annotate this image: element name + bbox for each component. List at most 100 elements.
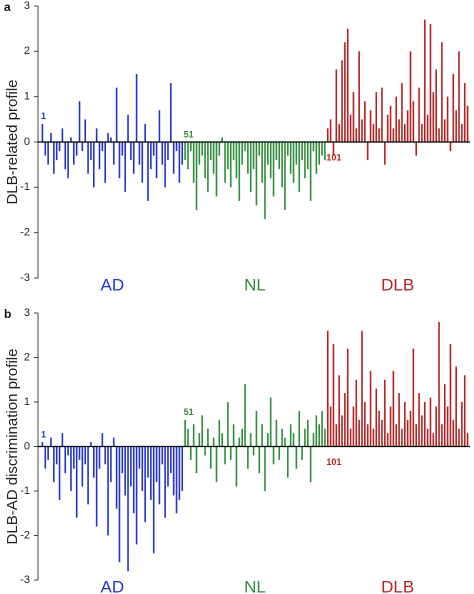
bar xyxy=(463,375,466,447)
bar xyxy=(155,142,158,179)
bar xyxy=(289,424,292,447)
bar xyxy=(115,446,118,509)
bar xyxy=(112,437,115,447)
bar xyxy=(190,446,192,460)
bar xyxy=(150,142,152,170)
bar xyxy=(132,142,135,174)
bar xyxy=(78,446,81,460)
panel-label: a xyxy=(4,0,11,14)
bar xyxy=(161,446,164,465)
bar xyxy=(329,406,332,447)
bar xyxy=(107,446,109,536)
y-tick-label: 1 xyxy=(24,91,30,103)
annotation: 1 xyxy=(41,429,46,439)
group-label: DLB xyxy=(381,577,414,594)
bar xyxy=(87,446,89,505)
y-tick-label: -2 xyxy=(20,529,30,541)
annotation: 51 xyxy=(184,407,194,417)
bar xyxy=(107,132,109,142)
bar xyxy=(335,424,338,447)
bar xyxy=(455,366,457,447)
bar xyxy=(355,128,358,142)
bar xyxy=(209,142,212,161)
bar xyxy=(195,142,198,210)
group-label: AD xyxy=(101,275,125,294)
bar xyxy=(326,128,329,142)
bar xyxy=(50,437,52,447)
bar xyxy=(398,119,400,142)
bar xyxy=(449,142,452,152)
bar xyxy=(441,424,443,447)
bar xyxy=(98,446,101,469)
y-tick-label: -1 xyxy=(20,485,30,497)
bar xyxy=(221,433,223,447)
bar xyxy=(404,402,406,447)
bar xyxy=(258,142,261,156)
bar xyxy=(92,446,95,478)
bar xyxy=(195,446,198,474)
bar xyxy=(432,433,435,447)
y-tick-label: 2 xyxy=(24,351,30,363)
bar xyxy=(346,28,349,143)
bar xyxy=(446,96,449,142)
bar xyxy=(218,142,221,156)
bar xyxy=(255,142,258,206)
bar xyxy=(187,428,189,447)
bar xyxy=(269,397,272,447)
bar xyxy=(224,142,226,183)
bar xyxy=(184,419,186,447)
bar xyxy=(118,446,121,563)
bar xyxy=(298,142,301,192)
bar xyxy=(178,142,181,183)
bar xyxy=(115,87,118,142)
bar xyxy=(204,446,206,456)
bar xyxy=(92,142,95,188)
bar xyxy=(264,446,266,491)
bar xyxy=(361,119,363,142)
bar xyxy=(224,446,226,465)
bar xyxy=(232,142,235,161)
bar xyxy=(364,402,366,447)
bar xyxy=(429,24,432,143)
bar xyxy=(318,424,320,447)
bar xyxy=(135,74,138,142)
bar xyxy=(41,123,44,142)
bar xyxy=(61,128,64,142)
group-label: DLB xyxy=(381,275,414,294)
bar xyxy=(53,142,55,174)
bar xyxy=(104,142,106,183)
bar xyxy=(130,446,132,487)
bar xyxy=(247,142,249,174)
annotation: 101 xyxy=(326,152,341,162)
bar xyxy=(132,446,135,514)
bar xyxy=(252,446,255,456)
bar xyxy=(147,142,149,201)
bar xyxy=(389,105,392,142)
bar xyxy=(312,142,315,152)
bar xyxy=(41,442,44,447)
bar xyxy=(90,442,92,447)
bar xyxy=(227,402,229,447)
bar xyxy=(378,128,380,142)
bar xyxy=(138,446,141,469)
bar xyxy=(349,114,352,142)
bar xyxy=(141,142,144,183)
bar xyxy=(432,92,435,142)
bar xyxy=(209,446,212,469)
bar xyxy=(144,123,146,142)
bar xyxy=(358,419,360,447)
bar xyxy=(443,384,446,447)
bar xyxy=(110,446,112,483)
bar xyxy=(295,446,298,469)
bar xyxy=(364,101,366,142)
bar xyxy=(261,424,263,447)
bar xyxy=(423,402,426,447)
bar xyxy=(152,142,155,156)
bar xyxy=(409,51,412,143)
group-label: AD xyxy=(101,577,125,594)
bar xyxy=(75,446,78,518)
bar xyxy=(315,415,318,447)
bar xyxy=(398,393,400,447)
bar xyxy=(275,419,278,447)
